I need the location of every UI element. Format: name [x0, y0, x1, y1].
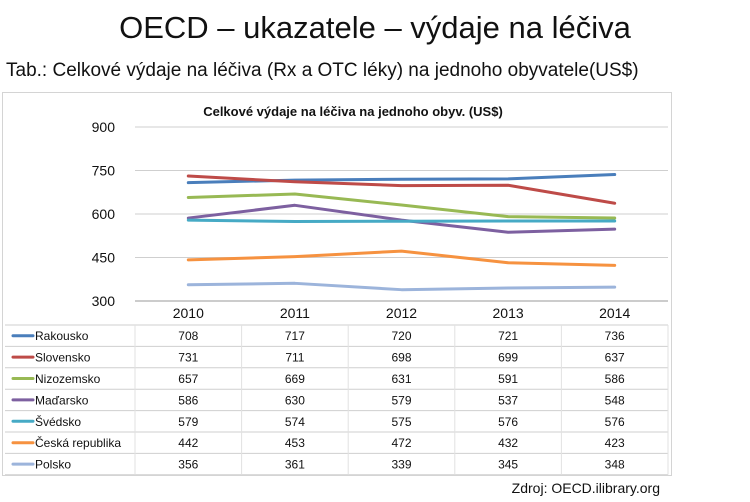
legend-label: Slovensko [35, 351, 91, 365]
series-lines [186, 173, 617, 292]
table-cell-value: 699 [498, 351, 518, 365]
table-cell-value: 720 [391, 329, 411, 343]
x-tick-label: 2013 [493, 305, 524, 321]
table-cell-value: 717 [285, 329, 305, 343]
table-cell-value: 579 [178, 415, 198, 429]
legend-label: Švédsko [35, 414, 81, 429]
slide-subtitle: Tab.: Celkové výdaje na léčiva (Rx a OTC… [6, 60, 639, 81]
table-cell-value: 579 [391, 393, 411, 407]
table-cell-value: 736 [605, 329, 625, 343]
table-cell-value: 708 [178, 329, 198, 343]
table-cell-value: 348 [605, 458, 625, 472]
series-line-Slovensko [186, 174, 617, 205]
table-cell-value: 576 [498, 415, 518, 429]
table-cell-value: 657 [178, 372, 198, 386]
table-cell-value: 586 [178, 393, 198, 407]
x-tick-label: 2012 [386, 305, 417, 321]
table-cell-value: 721 [498, 329, 518, 343]
table-cell-value: 591 [498, 372, 518, 386]
table-cell-value: 731 [178, 351, 198, 365]
chart-title: Celkové výdaje na léčiva na jednoho obyv… [203, 104, 503, 119]
slide-title: OECD – ukazatele – výdaje na léčiva [119, 10, 631, 45]
source-note: Zdroj: OECD.ilibrary.org [511, 480, 660, 496]
table-cell-value: 576 [605, 415, 625, 429]
y-axis: 300 450 600 750 900 [92, 119, 116, 309]
table-cell-value: 361 [285, 458, 305, 472]
table-cell-value: 586 [605, 372, 625, 386]
table-cell-value: 537 [498, 393, 518, 407]
table-cell-value: 669 [285, 372, 305, 386]
x-tick-label: 2010 [173, 305, 204, 321]
y-tick-label: 750 [92, 163, 116, 179]
table-cell-value: 442 [178, 436, 198, 450]
table-cell-value: 637 [605, 351, 625, 365]
table-cell-value: 711 [285, 351, 304, 365]
line-chart: Celkové výdaje na léčiva na jednoho obyv… [5, 104, 669, 475]
series-line-Švédsko [186, 218, 617, 224]
table-cell-value: 472 [391, 436, 411, 450]
series-line-Česká republika [186, 249, 617, 267]
table-cell-value: 548 [605, 393, 625, 407]
table-cell-value: 631 [391, 372, 411, 386]
table-cell-value: 453 [285, 436, 305, 450]
table-cell-value: 575 [391, 415, 411, 429]
legend-label: Nizozemsko [35, 372, 101, 386]
y-tick-label: 900 [92, 119, 116, 135]
chart-area: Celkové výdaje na léčiva na jednoho obyv… [2, 92, 672, 476]
table-cell-value: 345 [498, 458, 518, 472]
legend-label: Polsko [35, 458, 71, 472]
legend-label: Česká republika [35, 435, 121, 450]
legend-label: Maďarsko [35, 393, 89, 407]
x-axis: 2010 2011 2012 2013 2014 [173, 305, 631, 321]
legend-label: Rakousko [35, 329, 89, 343]
table-cell-value: 356 [178, 458, 198, 472]
y-tick-label: 300 [92, 293, 116, 309]
table-cell-value: 339 [391, 458, 411, 472]
table-cell-value: 630 [285, 393, 305, 407]
table-cell-value: 432 [498, 436, 518, 450]
x-tick-label: 2014 [599, 305, 630, 321]
y-tick-label: 600 [92, 206, 116, 222]
table-cell-value: 423 [605, 436, 625, 450]
table-cell-value: 574 [285, 415, 305, 429]
y-tick-label: 450 [92, 250, 116, 266]
series-line-Maďarsko [186, 203, 617, 234]
table-cell-value: 698 [391, 351, 411, 365]
series-line-Polsko [186, 281, 617, 292]
x-tick-label: 2011 [280, 305, 310, 321]
data-table: Rakousko 708 717 720 721 736 Slovensko 731 711 69… [5, 324, 669, 475]
series-line-Nizozemsko [186, 192, 617, 220]
